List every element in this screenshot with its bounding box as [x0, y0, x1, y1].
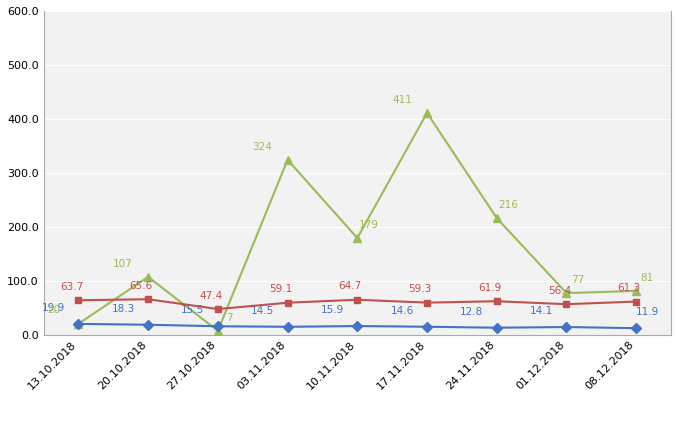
- Text: 15.9: 15.9: [321, 305, 344, 315]
- Text: 18.3: 18.3: [111, 304, 135, 314]
- Text: 59.1: 59.1: [269, 284, 292, 294]
- Text: 15.5: 15.5: [181, 305, 205, 315]
- Text: 59.3: 59.3: [408, 284, 432, 294]
- Text: 14.5: 14.5: [251, 306, 274, 316]
- Text: 411: 411: [392, 94, 412, 105]
- Text: 179: 179: [359, 220, 378, 230]
- Text: 77: 77: [571, 275, 584, 285]
- Text: 19.9: 19.9: [42, 303, 65, 313]
- Text: 64.7: 64.7: [339, 281, 362, 291]
- Text: 63.7: 63.7: [60, 282, 83, 292]
- Text: 65.6: 65.6: [129, 281, 153, 291]
- Text: 14.6: 14.6: [391, 305, 414, 316]
- Text: 61.9: 61.9: [478, 283, 502, 293]
- Text: 47.4: 47.4: [199, 291, 222, 301]
- Text: 14.1: 14.1: [530, 306, 553, 316]
- Text: 20: 20: [47, 305, 60, 315]
- Text: 56.4: 56.4: [548, 286, 571, 296]
- Text: 12.8: 12.8: [460, 307, 483, 317]
- Text: 61.3: 61.3: [618, 283, 641, 293]
- Text: 7: 7: [226, 312, 233, 323]
- Text: 216: 216: [498, 200, 518, 210]
- Text: 324: 324: [253, 142, 273, 151]
- Text: 107: 107: [113, 259, 133, 269]
- Text: 81: 81: [641, 272, 654, 283]
- Text: 11.9: 11.9: [636, 307, 659, 317]
